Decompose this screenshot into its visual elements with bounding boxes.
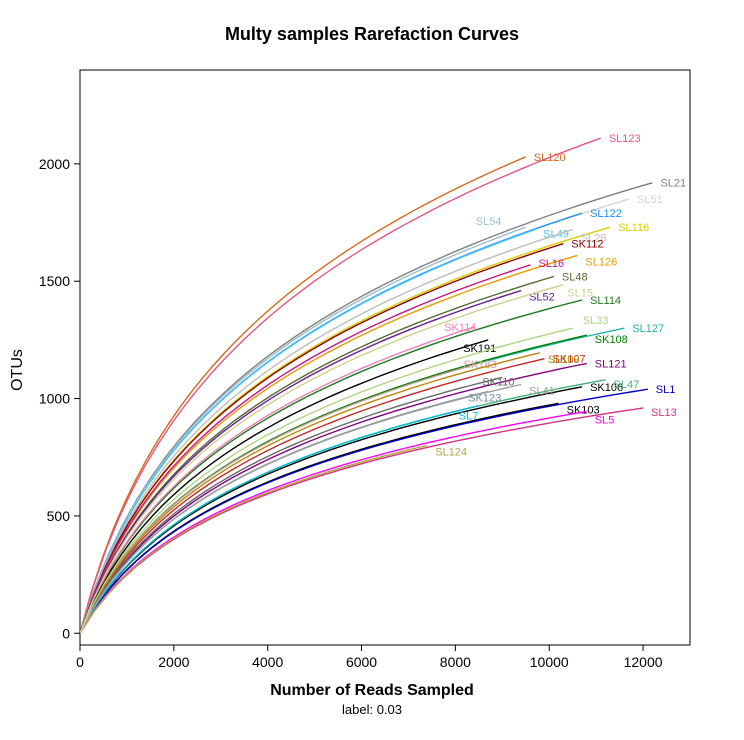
series-label-SL47: SL47: [614, 379, 640, 391]
series-label-SL126: SL126: [585, 256, 617, 268]
x-tick-label: 8000: [440, 654, 471, 670]
series-label-SL51: SL51: [637, 194, 663, 206]
y-tick-label: 2000: [39, 156, 70, 172]
series-label-SK112: SK112: [571, 239, 603, 251]
series-label-SL5: SL5: [595, 414, 615, 426]
series-label-SL116: SL116: [618, 222, 649, 234]
series-label-SL48: SL48: [562, 272, 588, 284]
series-SL13: [80, 408, 643, 633]
x-tick-label: 6000: [346, 654, 377, 670]
series-label-SL15: SL15: [567, 288, 593, 300]
rarefaction-chart: Multy samples Rarefaction Curves OTUs Nu…: [0, 0, 744, 740]
series-label-SL114: SL114: [590, 295, 621, 307]
x-tick-label: 10000: [530, 654, 569, 670]
series-SL114: [80, 300, 582, 633]
series-label-SL124: SL124: [435, 447, 467, 459]
plot-svg: 0 2000 4000 6000 8000 10000 12000 0 500 1000 1500 2…: [0, 0, 744, 740]
series-label-SL1: SL1: [656, 384, 676, 396]
x-tick-label: 0: [76, 654, 84, 670]
series-label-SL109: SL109: [548, 354, 580, 366]
y-tick-label: 500: [47, 508, 71, 524]
series-label-SL7: SL7: [459, 411, 479, 423]
series-label-SL21: SL21: [660, 178, 686, 190]
x-tick-label: 2000: [158, 654, 189, 670]
series-SL54: [80, 227, 526, 633]
x-tick-label: 12000: [624, 654, 663, 670]
series-SL120: [80, 157, 526, 634]
series-SL15: [80, 285, 563, 634]
series-SL116: [80, 227, 610, 633]
y-tick-label: 0: [62, 625, 70, 641]
y-tick-label: 1500: [39, 273, 70, 289]
series-label-SL33: SL33: [583, 315, 609, 327]
series-SK112: [80, 244, 563, 634]
series-label-SL13: SL13: [651, 407, 677, 419]
x-tick-label: 4000: [252, 654, 283, 670]
series-SL126: [80, 255, 577, 633]
y-tick-label: 1000: [39, 391, 70, 407]
series-SK106: [80, 387, 582, 634]
series-label-SL127: SL127: [632, 323, 664, 335]
series-label-SL121: SL121: [595, 358, 627, 370]
series-label-SK114: SK114: [444, 322, 476, 334]
series-label-SL123: SL123: [609, 133, 641, 145]
series-label-SL16: SL16: [538, 258, 564, 270]
series-SL123: [80, 138, 601, 633]
series-label-SK108: SK108: [595, 334, 628, 346]
series-SL52: [80, 291, 521, 634]
series-label-SL122: SL122: [590, 208, 622, 220]
series-label-SL54: SL54: [476, 216, 502, 228]
series-label-SK123: SK123: [468, 393, 501, 405]
series-label-SL41: SL41: [529, 385, 555, 397]
